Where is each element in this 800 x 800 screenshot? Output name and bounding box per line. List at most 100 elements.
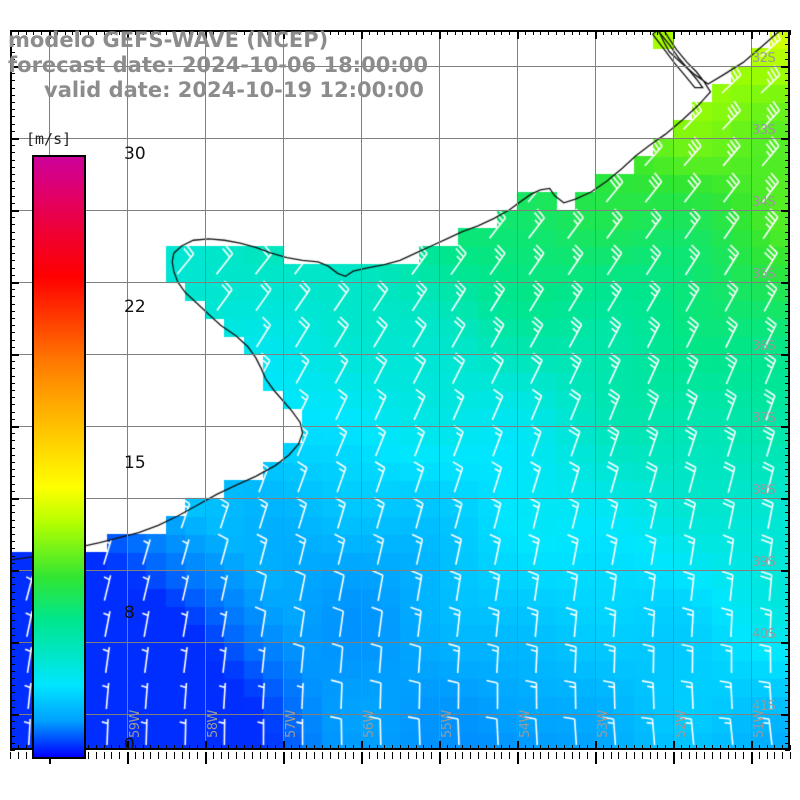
- tick-left: [10, 37, 15, 38]
- tick-right: [785, 174, 790, 175]
- tick-left: [10, 347, 15, 348]
- tick-top: [275, 30, 276, 35]
- tick-left: [10, 232, 15, 233]
- tick-bottom: [213, 745, 214, 750]
- tick-top: [174, 30, 175, 35]
- tick-left: [10, 52, 15, 53]
- gridline-latitude: [10, 642, 790, 643]
- tick-right: [785, 196, 790, 197]
- tick-top: [650, 30, 651, 35]
- tick-bottom: [509, 745, 510, 750]
- tick-bottom-outer: [525, 752, 526, 759]
- gridline-longitude: [751, 30, 752, 750]
- tick-right: [785, 685, 790, 686]
- tick-right: [785, 340, 790, 341]
- wind-field-raster: [10, 30, 790, 750]
- tick-bottom-outer: [689, 752, 690, 759]
- tick-right: [781, 714, 790, 716]
- tick-right: [785, 296, 790, 297]
- tick-left: [10, 124, 15, 125]
- tick-bottom-outer: [533, 752, 534, 759]
- tick-bottom-outer: [283, 752, 285, 764]
- tick-bottom: [689, 745, 690, 750]
- tick-top: [689, 30, 690, 35]
- latitude-tick-label: 34S: [752, 195, 776, 210]
- tick-bottom: [361, 741, 363, 750]
- tick-bottom: [673, 741, 675, 750]
- tick-bottom-outer: [361, 752, 363, 764]
- tick-bottom: [182, 745, 183, 750]
- gridline-latitude: [10, 282, 790, 283]
- tick-bottom: [572, 745, 573, 750]
- tick-bottom: [127, 741, 129, 750]
- tick-bottom-outer: [392, 752, 393, 759]
- tick-right: [781, 498, 790, 500]
- colorbar-tick: 0: [124, 735, 135, 755]
- tick-right: [785, 160, 790, 161]
- tick-left: [10, 736, 15, 737]
- tick-bottom: [540, 745, 541, 750]
- tick-bottom-outer: [759, 752, 760, 759]
- tick-right: [785, 743, 790, 744]
- tick-left: [10, 620, 15, 621]
- tick-left: [10, 462, 15, 463]
- tick-bottom-outer: [447, 752, 448, 759]
- gridline-longitude: [595, 30, 596, 750]
- tick-bottom: [236, 745, 237, 750]
- tick-right: [785, 217, 790, 218]
- tick-bottom: [696, 745, 697, 750]
- tick-bottom-outer: [478, 752, 479, 759]
- tick-bottom: [166, 745, 167, 750]
- tick-right: [781, 66, 790, 68]
- tick-left: [10, 217, 15, 218]
- tick-top: [252, 30, 253, 35]
- tick-left: [10, 160, 15, 161]
- tick-bottom-outer: [111, 752, 112, 759]
- tick-bottom: [228, 745, 229, 750]
- tick-left: [10, 188, 15, 189]
- colorbar-unit-label: [m/s]: [26, 130, 72, 148]
- tick-bottom-outer: [189, 752, 190, 759]
- tick-bottom-outer: [728, 752, 729, 759]
- tick-left: [10, 260, 15, 261]
- tick-left: [10, 707, 15, 708]
- tick-left: [10, 505, 15, 506]
- tick-top: [244, 30, 245, 35]
- tick-top: [767, 30, 768, 35]
- longitude-tick-label: 51W: [752, 710, 767, 738]
- tick-left: [10, 304, 15, 305]
- tick-bottom-outer: [579, 752, 580, 759]
- tick-bottom-outer: [517, 752, 519, 764]
- tick-top: [470, 30, 471, 35]
- tick-bottom: [665, 745, 666, 750]
- tick-bottom: [618, 745, 619, 750]
- tick-right: [785, 59, 790, 60]
- tick-right: [785, 548, 790, 549]
- tick-top: [236, 30, 237, 35]
- tick-top: [494, 30, 495, 35]
- tick-bottom: [104, 745, 105, 750]
- tick-bottom: [384, 745, 385, 750]
- tick-top: [182, 30, 183, 35]
- tick-right: [781, 354, 790, 356]
- tick-left: [10, 728, 15, 729]
- tick-left: [10, 642, 19, 644]
- tick-bottom-outer: [611, 752, 612, 759]
- tick-bottom: [556, 745, 557, 750]
- tick-left: [10, 210, 19, 212]
- tick-top: [774, 30, 775, 35]
- tick-bottom: [244, 745, 245, 750]
- tick-top: [166, 30, 167, 35]
- tick-bottom-outer: [423, 752, 424, 759]
- tick-bottom: [470, 745, 471, 750]
- tick-left: [10, 700, 15, 701]
- tick-right: [785, 692, 790, 693]
- tick-bottom-outer: [260, 752, 261, 759]
- gridline-latitude: [10, 570, 790, 571]
- tick-top: [439, 30, 441, 39]
- tick-top: [127, 30, 129, 39]
- tick-bottom-outer: [540, 752, 541, 759]
- tick-left: [10, 340, 15, 341]
- tick-top: [642, 30, 643, 35]
